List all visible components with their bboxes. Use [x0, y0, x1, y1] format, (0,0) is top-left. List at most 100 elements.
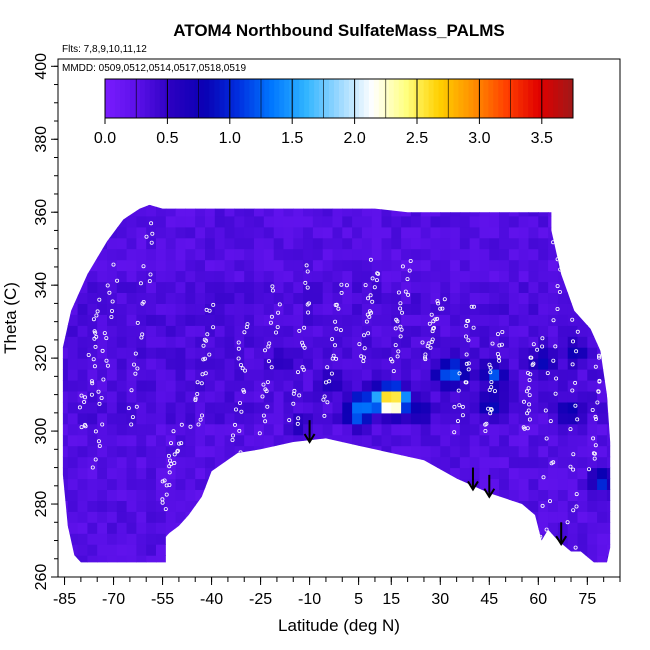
- heat-cell: [391, 511, 402, 523]
- heat-cell: [528, 303, 539, 315]
- sample-point: [303, 280, 308, 285]
- heat-cell: [312, 281, 324, 293]
- heat-cell: [214, 292, 226, 304]
- heat-cell: [126, 303, 137, 315]
- heat-cell: [62, 511, 69, 523]
- heat-cell: [332, 369, 343, 381]
- heat-cell: [195, 522, 206, 534]
- heat-cell: [156, 369, 167, 381]
- y-tick-label: 400: [33, 53, 50, 80]
- heat-cell: [391, 522, 402, 534]
- colorbar-swatch: [309, 79, 315, 118]
- heat-cell: [303, 303, 314, 315]
- sample-point: [500, 329, 505, 334]
- colorbar-swatch: [548, 79, 554, 118]
- heat-cell: [450, 391, 461, 403]
- heat-cell: [67, 347, 79, 359]
- heat-cell: [401, 489, 412, 501]
- heat-cell: [469, 500, 481, 512]
- heat-cell: [557, 555, 569, 563]
- heat-cell: [67, 489, 79, 501]
- heat-cell: [312, 358, 324, 370]
- heat-cell: [205, 445, 216, 458]
- x-tick-label: 45: [480, 591, 498, 608]
- heat-cell: [567, 347, 579, 359]
- sample-point: [531, 361, 536, 366]
- sample-point: [188, 424, 193, 429]
- heat-cell: [391, 259, 402, 272]
- heat-cell: [401, 380, 412, 392]
- heat-cell: [185, 358, 196, 370]
- heat-cell: [293, 237, 304, 250]
- sample-point: [359, 354, 364, 359]
- heat-cell: [116, 204, 128, 217]
- heat-cell: [381, 358, 392, 370]
- heat-cell: [371, 500, 383, 512]
- sample-point: [456, 388, 461, 393]
- heat-cell: [577, 380, 588, 392]
- heat-cell: [244, 522, 255, 534]
- sample-point: [232, 422, 237, 427]
- heat-cell: [577, 478, 588, 490]
- heat-cell: [77, 358, 88, 370]
- heat-cell: [381, 478, 392, 490]
- heat-cell: [440, 369, 451, 381]
- sample-point: [160, 479, 165, 484]
- heat-cell: [587, 325, 598, 337]
- heat-cell: [234, 259, 245, 272]
- heat-cell: [567, 555, 579, 563]
- heat-cell: [67, 226, 79, 239]
- heat-cell: [479, 478, 490, 490]
- heat-cell: [518, 380, 530, 392]
- heat-cell: [156, 456, 167, 469]
- heat-cell: [617, 336, 627, 348]
- heat-cell: [538, 226, 549, 239]
- heat-cell: [548, 204, 559, 217]
- heat-cell: [538, 489, 549, 501]
- heat-cell: [234, 456, 245, 469]
- heat-cell: [234, 522, 245, 534]
- heat-cell: [606, 237, 611, 250]
- heat-cell: [322, 270, 334, 283]
- sample-point: [535, 347, 540, 352]
- heat-cell: [597, 226, 608, 239]
- heat-cell: [175, 215, 186, 228]
- heat-cell: [293, 434, 304, 447]
- heat-cell: [617, 391, 627, 403]
- heat-cell: [332, 325, 343, 337]
- heat-cell: [126, 511, 137, 523]
- sample-point: [575, 329, 580, 334]
- heat-cell: [479, 237, 490, 250]
- heat-cell: [430, 204, 441, 206]
- sample-point: [239, 409, 244, 414]
- colorbar-swatch: [398, 79, 405, 118]
- heat-cell: [254, 522, 265, 534]
- colorbar-swatch: [279, 79, 285, 118]
- heat-cell: [322, 423, 334, 436]
- heat-cell: [263, 204, 275, 206]
- sample-point: [574, 349, 579, 354]
- heat-cell: [548, 544, 559, 556]
- sample-point: [422, 355, 427, 360]
- colorbar-swatch: [189, 79, 196, 118]
- heat-cell: [361, 467, 373, 480]
- heat-cell: [587, 555, 598, 563]
- heat-cell: [597, 391, 608, 403]
- sample-point: [257, 431, 262, 436]
- heat-cell: [107, 204, 118, 206]
- heat-cell: [97, 303, 108, 315]
- heat-cell: [165, 380, 177, 392]
- heat-cell: [420, 215, 432, 228]
- heat-cell: [165, 215, 177, 228]
- heat-cell: [606, 412, 611, 425]
- heat-cell: [156, 566, 166, 578]
- heat-cell: [165, 434, 177, 447]
- heat-cell: [273, 412, 285, 425]
- heat-cell: [371, 270, 383, 283]
- colorbar-swatch: [139, 79, 146, 118]
- heat-cell: [538, 281, 549, 293]
- heat-cell: [136, 544, 147, 556]
- heat-cell: [617, 282, 627, 294]
- heat-cell: [587, 412, 598, 425]
- heat-cell: [352, 434, 363, 447]
